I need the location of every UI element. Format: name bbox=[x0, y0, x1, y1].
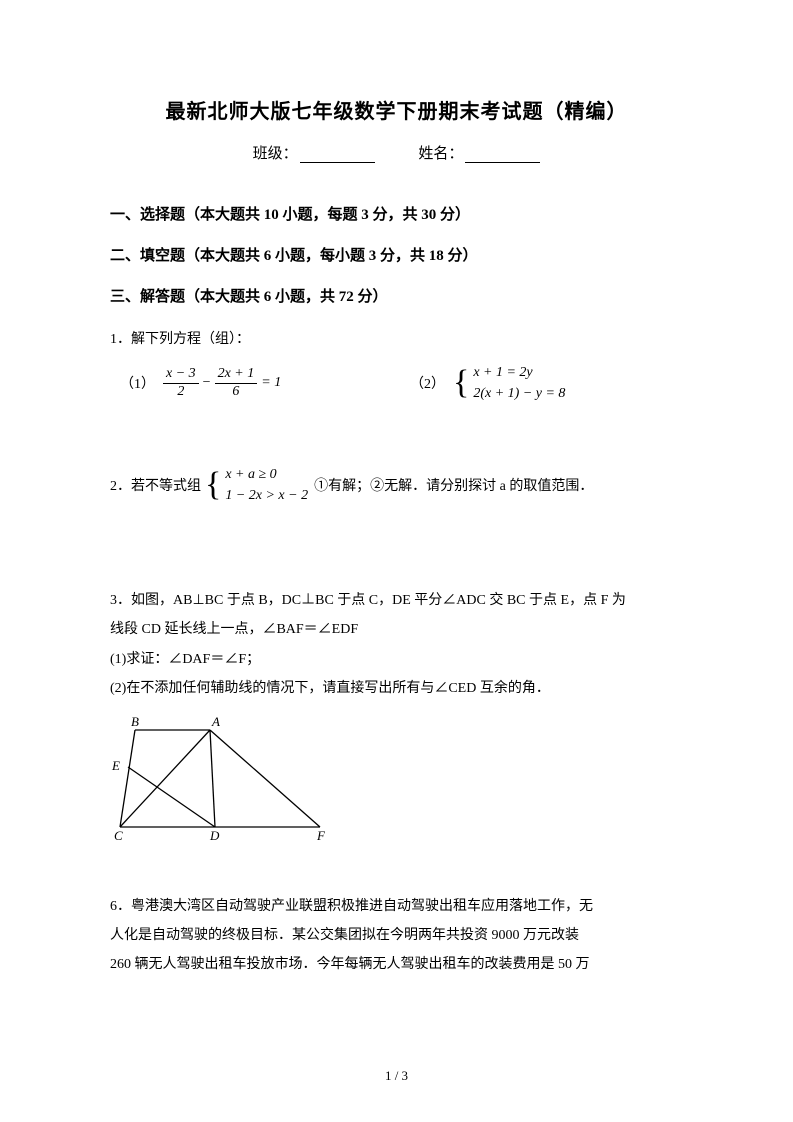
label-E: E bbox=[111, 758, 120, 773]
label-D: D bbox=[209, 828, 220, 842]
q2: 2．若不等式组 { x + a ≥ 0 1 − 2x > x − 2 ①有解；②… bbox=[110, 464, 683, 506]
q1-eq1-frac1: x − 3 2 bbox=[163, 366, 199, 399]
q3-figure: B A E C D F bbox=[110, 712, 683, 847]
q2-before: 2．若不等式组 bbox=[110, 475, 201, 495]
section-2-header: 二、填空题（本大题共 6 小题，每小题 3 分，共 18 分） bbox=[110, 244, 683, 265]
class-blank bbox=[300, 161, 375, 163]
q1-eq2-system: { x + 1 = 2y 2(x + 1) − y = 8 bbox=[453, 362, 565, 404]
q1-prompt: 1．解下列方程（组）： bbox=[110, 326, 683, 354]
q3-line2: 线段 CD 延长线上一点，∠BAF＝∠EDF bbox=[110, 615, 683, 644]
q1-eq1: （1） x − 3 2 − 2x + 1 6 = 1 bbox=[120, 366, 410, 399]
name-blank bbox=[465, 161, 540, 163]
frac1-den: 2 bbox=[174, 384, 187, 400]
minus: − bbox=[203, 375, 211, 391]
q3: 3．如图，AB⊥BC 于点 B，DC⊥BC 于点 C，DE 平分∠ADC 交 B… bbox=[110, 586, 683, 704]
q3-line1: 3．如图，AB⊥BC 于点 B，DC⊥BC 于点 C，DE 平分∠ADC 交 B… bbox=[110, 586, 683, 615]
info-row: 班级： 姓名： bbox=[110, 142, 683, 163]
brace-icon: { bbox=[205, 468, 221, 502]
q1-eq2: （2） { x + 1 = 2y 2(x + 1) − y = 8 bbox=[410, 362, 565, 404]
page-number: 1 / 3 bbox=[0, 1068, 793, 1084]
label-B: B bbox=[131, 714, 139, 729]
label-F: F bbox=[316, 828, 326, 842]
sys-line2: 2(x + 1) − y = 8 bbox=[473, 383, 565, 404]
frac2-num: 2x + 1 bbox=[215, 366, 258, 383]
page-title: 最新北师大版七年级数学下册期末考试题（精编） bbox=[110, 95, 683, 124]
q1-label2: （2） bbox=[410, 373, 445, 393]
q1-label1: （1） bbox=[120, 373, 155, 393]
frac2-den: 6 bbox=[229, 384, 242, 400]
q6-line2: 人化是自动驾驶的终极目标．某公交集团拟在今明两年共投资 9000 万元改装 bbox=[110, 921, 683, 950]
class-label: 班级： bbox=[253, 146, 298, 162]
section-3-header: 三、解答题（本大题共 6 小题，共 72 分） bbox=[110, 285, 683, 306]
q2-sys-line2: 1 − 2x > x − 2 bbox=[225, 485, 308, 506]
geometry-diagram: B A E C D F bbox=[110, 712, 345, 842]
q1-equations: （1） x − 3 2 − 2x + 1 6 = 1 （2） { x + 1 =… bbox=[110, 362, 683, 404]
q1-eq1-frac2: 2x + 1 6 bbox=[215, 366, 258, 399]
eq1-rhs: = 1 bbox=[261, 375, 281, 391]
q6: 6．粤港澳大湾区自动驾驶产业联盟积极推进自动驾驶出租车应用落地工作，无 人化是自… bbox=[110, 892, 683, 980]
sys-line1: x + 1 = 2y bbox=[473, 362, 565, 383]
brace-icon: { bbox=[453, 366, 469, 400]
q3-line4: (2)在不添加任何辅助线的情况下，请直接写出所有与∠CED 互余的角． bbox=[110, 674, 683, 703]
q2-after: ①有解；②无解．请分别探讨 a 的取值范围． bbox=[314, 475, 593, 495]
section-1-header: 一、选择题（本大题共 10 小题，每题 3 分，共 30 分） bbox=[110, 203, 683, 224]
q6-line3: 260 辆无人驾驶出租车投放市场．今年每辆无人驾驶出租车的改装费用是 50 万 bbox=[110, 950, 683, 979]
q2-system: { x + a ≥ 0 1 − 2x > x − 2 bbox=[205, 464, 308, 506]
label-A: A bbox=[211, 714, 220, 729]
name-label: 姓名： bbox=[418, 146, 463, 162]
frac1-num: x − 3 bbox=[163, 366, 199, 383]
q6-line1: 6．粤港澳大湾区自动驾驶产业联盟积极推进自动驾驶出租车应用落地工作，无 bbox=[110, 892, 683, 921]
q2-sys-line1: x + a ≥ 0 bbox=[225, 464, 308, 485]
q3-line3: (1)求证：∠DAF＝∠F； bbox=[110, 645, 683, 674]
label-C: C bbox=[114, 828, 123, 842]
